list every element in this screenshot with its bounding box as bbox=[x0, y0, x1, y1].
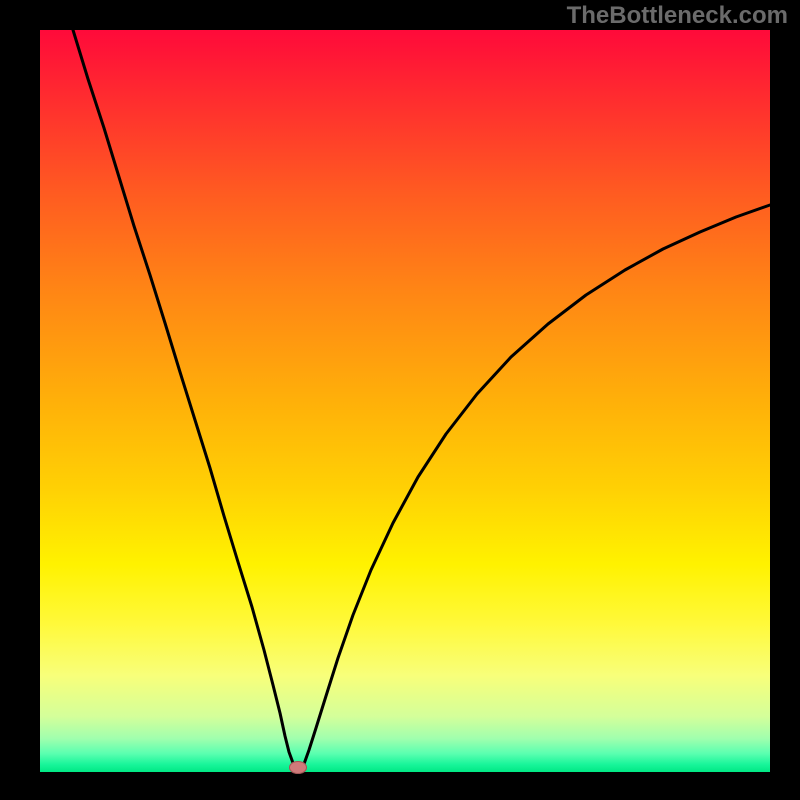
optimal-point-marker bbox=[289, 761, 307, 774]
watermark-text: TheBottleneck.com bbox=[567, 2, 788, 30]
chart-container: TheBottleneck.com bbox=[0, 0, 800, 800]
curve-layer bbox=[0, 0, 800, 800]
bottleneck-curve bbox=[73, 30, 770, 769]
